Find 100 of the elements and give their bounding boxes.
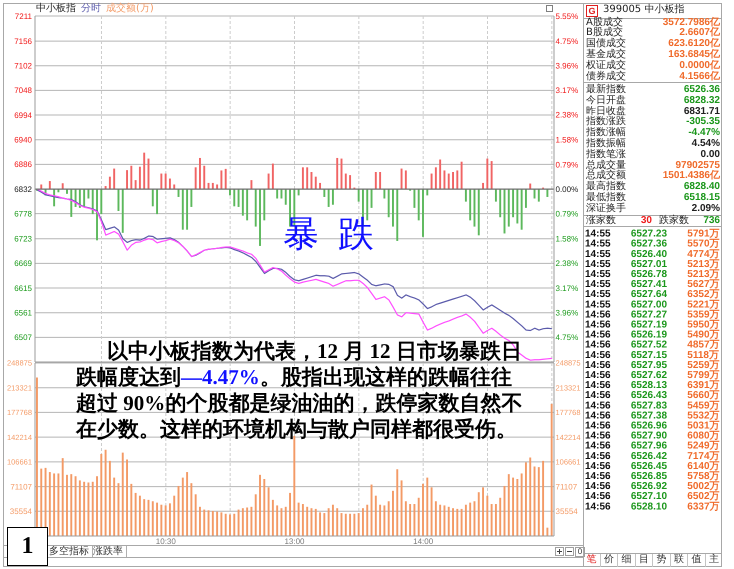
category-label: 涨家数 xyxy=(586,215,616,226)
text: 1 xyxy=(7,527,48,566)
text: 14:55 6527.36 5570万 xyxy=(585,238,720,250)
category-label: B股成交 xyxy=(586,27,623,38)
x-tick-label: 10:30 xyxy=(156,537,176,546)
y-tick-label: 6507 xyxy=(14,333,33,342)
y-tick-label: 7102 xyxy=(14,62,33,71)
category-label: 最高指数 xyxy=(586,181,626,192)
category-label: 指数涨跌 xyxy=(586,116,626,128)
text: 1501.4386亿 xyxy=(662,170,720,182)
annotation: 在少数。这样的环境机构与散户同样都很受伤。 xyxy=(76,417,517,441)
text: 14:56 6527.38 5532万 xyxy=(585,410,720,422)
y2-tick-label: 3.96% xyxy=(556,61,578,70)
y-tick-label: 71107 xyxy=(10,482,33,492)
annotation: 超过 90%的个股都是绿油油的，跌停家数自然不 xyxy=(76,391,522,415)
category-label: 深证换手 xyxy=(586,202,626,214)
category-label: 债券成交 xyxy=(586,70,626,82)
y-tick-label: 7048 xyxy=(14,86,33,96)
text: 14:56 6527.95 5259万 xyxy=(585,360,720,371)
text: 6518.15 xyxy=(684,192,720,203)
category-label: 最新指数 xyxy=(586,84,626,95)
y-tick-label: 6561 xyxy=(14,308,33,318)
text: 势 xyxy=(653,554,670,567)
text: 4.54% xyxy=(692,138,720,149)
text: -4.47% xyxy=(688,127,720,138)
y2-tick-label: 5.55% xyxy=(556,12,578,21)
x-tick-label: 14:00 xyxy=(413,537,434,546)
text: 14:56 6527.10 6502万 xyxy=(585,491,720,502)
y-tick-label: 6994 xyxy=(14,110,33,120)
category-label: 国债成交 xyxy=(586,38,626,50)
text: 14:56 6527.19 5950万 xyxy=(585,320,720,330)
text: 14:55 6527.64 6352万 xyxy=(585,289,720,300)
text: 14:56 6527.27 5359万 xyxy=(585,309,720,320)
text: 14:56 6527.52 4857万 xyxy=(585,340,720,351)
y2-tick-label: 2.38% xyxy=(556,110,578,120)
y-tick-label: 7211 xyxy=(14,12,33,21)
text: 30 xyxy=(640,215,652,226)
line-series xyxy=(36,189,552,332)
text: 成交额(万) xyxy=(106,3,154,15)
text: 联 xyxy=(670,554,688,567)
text: 0.00 xyxy=(700,148,720,160)
y2-tick-label: 3.96% xyxy=(556,308,578,318)
text: 14:56 6526.92 5002万 xyxy=(585,481,720,492)
text: 涨跌率 xyxy=(93,546,127,557)
text: 14:56 6527.90 6080万 xyxy=(585,430,720,442)
text: 14:56 6526.96 5031万 xyxy=(585,420,720,432)
y2-tick-label: 3.17% xyxy=(556,86,578,96)
category-label: 今日开盘 xyxy=(586,94,626,106)
y-tick-label: 6940 xyxy=(14,136,33,144)
y-tick-label: 6832 xyxy=(14,184,33,194)
annotation: 。股指出现这样的跌幅往往 xyxy=(260,365,512,389)
text: 2.6607亿 xyxy=(679,27,720,38)
text: 笔 xyxy=(583,554,600,567)
text: G xyxy=(586,4,598,16)
text: 399005 中小板指 xyxy=(603,4,684,16)
chart-title: 中小板指 xyxy=(36,3,76,15)
text: -305.35 xyxy=(686,116,720,128)
y2-tick-label: 0.00% xyxy=(556,184,578,194)
text: 2.09% xyxy=(692,202,720,214)
text: 值 xyxy=(688,554,706,567)
annotation: 以中小板指数为代表，12 月 12 日市场暴跌日 xyxy=(107,339,522,363)
text: 14:56 6526.42 7174万 xyxy=(585,450,720,462)
text: 736 xyxy=(703,215,720,226)
y2-tick-label: 71107 xyxy=(556,482,578,492)
y2-tick-label: 4.75% xyxy=(556,333,578,342)
text: 6828.40 xyxy=(684,181,720,192)
category-label: 最低指数 xyxy=(586,192,626,203)
y2-tick-label: 0.79% xyxy=(556,160,578,170)
text: 目 xyxy=(636,554,653,567)
text: 6526.36 xyxy=(684,84,720,95)
category-label: 指数涨幅 xyxy=(586,127,626,138)
text: 14:56 6526.45 6140万 xyxy=(585,460,720,472)
y2-tick-label: 2.38% xyxy=(556,259,578,268)
text: 多空指标 xyxy=(49,546,93,557)
y-tick-label: 35554 xyxy=(10,507,33,516)
y2-tick-label: 1.58% xyxy=(556,234,578,244)
text: 6831.71 xyxy=(684,106,720,117)
text: 163.6845亿 xyxy=(668,48,720,60)
text: 14:56 6527.83 5459万 xyxy=(585,400,720,412)
text: 14:55 6527.01 5213万 xyxy=(585,258,720,270)
y2-tick-label: 4.75% xyxy=(556,36,578,46)
text: 14:56 6528.13 6391万 xyxy=(585,380,720,392)
category-label: 权证成交 xyxy=(586,60,626,71)
y-tick-label: 7156 xyxy=(14,36,33,46)
text: 主 xyxy=(708,554,720,567)
y2-tick-label: 35554 xyxy=(556,507,578,516)
category-label: 总成交量 xyxy=(586,160,626,171)
text: 3572.7986亿 xyxy=(662,16,720,28)
text: 14:55 6527.23 5791万 xyxy=(585,228,720,240)
y2-tick-label: 1.58% xyxy=(556,136,578,145)
y-tick-label: 6723 xyxy=(14,234,33,244)
category-label: 总成交额 xyxy=(586,170,626,182)
text: 6828.32 xyxy=(684,94,720,106)
category-label: 指数振幅 xyxy=(586,138,626,149)
text: 14:56 6527.15 5118万 xyxy=(585,350,719,361)
y-tick-label: 6669 xyxy=(14,259,33,268)
text: 14:55 6527.41 5627万 xyxy=(585,279,720,290)
text: 14:56 6528.10 6337万 xyxy=(585,501,720,512)
text: 14:55 6526.40 4774万 xyxy=(585,248,720,260)
text: 14:56 6526.19 5490万 xyxy=(585,330,720,341)
